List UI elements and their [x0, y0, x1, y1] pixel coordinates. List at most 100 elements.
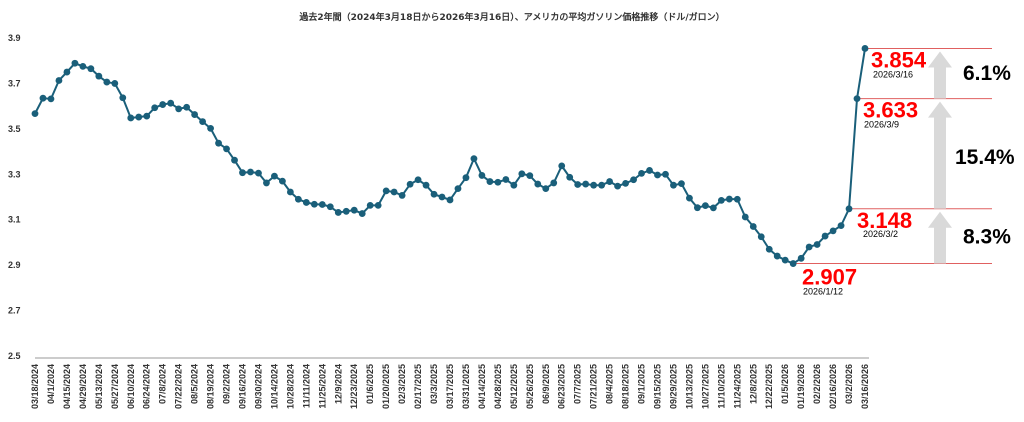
data-point [334, 209, 342, 216]
x-tick-label: 11/25/2024 [317, 364, 327, 409]
x-tick-label: 03/17/2025 [445, 364, 455, 409]
x-tick-label: 09/1/2025 [637, 364, 647, 404]
change-arrows: 6.1% 15.4% 8.3% [795, 47, 1015, 265]
x-tick-label: 02/17/2025 [413, 364, 423, 409]
data-point [414, 176, 422, 184]
series-line [34, 48, 866, 265]
data-point [143, 112, 151, 120]
data-point [494, 178, 502, 186]
data-point [135, 113, 143, 121]
data-point [430, 190, 438, 198]
x-tick-label: 04/15/2024 [62, 364, 72, 409]
data-point [462, 174, 470, 182]
data-point [694, 204, 701, 212]
data-point [701, 202, 709, 210]
data-point [582, 180, 590, 188]
data-point [63, 68, 71, 76]
x-tick-label: 10/14/2024 [269, 364, 279, 409]
data-point [566, 173, 574, 181]
data-point [47, 95, 55, 103]
data-point [813, 241, 821, 248]
x-tick-label: 06/9/2025 [541, 364, 551, 404]
data-point [175, 105, 183, 113]
x-tick-label: 04/1/2024 [46, 364, 56, 404]
data-point [310, 200, 318, 208]
x-tick-label: 01/6/2025 [365, 364, 375, 404]
data-point [478, 172, 486, 179]
data-point [342, 207, 350, 215]
y-tick-label: 3.1 [8, 215, 21, 225]
data-point [279, 177, 286, 185]
change-arrow [928, 101, 952, 209]
x-tick-label: 09/30/2024 [253, 364, 263, 409]
percent-change-label: 6.1% [963, 62, 1011, 85]
data-point [558, 162, 566, 170]
x-tick-label: 06/24/2024 [142, 364, 152, 409]
x-tick-label: 03/3/2025 [429, 364, 439, 404]
x-tick-label: 10/27/2025 [700, 364, 710, 409]
data-point [55, 77, 63, 84]
data-point [39, 94, 47, 102]
x-tick-label: 06/10/2024 [126, 364, 136, 409]
data-point [406, 180, 414, 188]
x-tick-label: 04/28/2025 [493, 364, 503, 409]
data-point [725, 195, 733, 203]
price-series [31, 45, 869, 267]
data-point [733, 195, 741, 203]
data-point [717, 197, 725, 204]
data-point [709, 204, 717, 212]
data-point [510, 181, 518, 189]
data-point [853, 95, 861, 103]
data-point [749, 223, 757, 230]
annotation-date: 2026/3/16 [873, 69, 913, 79]
data-point [358, 210, 366, 217]
data-point [271, 172, 278, 180]
x-tick-label: 12/9/2024 [333, 364, 343, 404]
x-tick-label: 05/13/2024 [94, 364, 104, 409]
data-point [95, 72, 103, 80]
data-point [438, 193, 446, 201]
data-point [614, 182, 621, 190]
annotation-date: 2026/3/9 [864, 120, 899, 130]
data-point [518, 170, 526, 178]
data-point [79, 62, 87, 70]
annotation-date: 2026/1/12 [803, 287, 843, 297]
data-point [470, 155, 478, 163]
data-point [845, 205, 853, 213]
annotation-value: 3.854 [871, 47, 927, 72]
data-point [374, 202, 382, 209]
x-tick-label: 08/5/2024 [190, 364, 200, 404]
x-tick-label: 10/13/2025 [684, 364, 694, 409]
x-tick-label: 05/26/2025 [525, 364, 535, 409]
data-point [765, 245, 773, 253]
y-tick-label: 3.9 [8, 33, 21, 43]
x-tick-label: 03/16/2026 [860, 364, 870, 409]
x-tick-label: 04/29/2024 [78, 364, 88, 409]
x-tick-label: 01/19/2026 [796, 364, 806, 409]
data-point [534, 180, 542, 188]
chart-title: 過去2年間（2024年3月18日から2026年3月16日）、アメリカの平均ガソリ… [298, 11, 724, 23]
data-point [318, 201, 326, 208]
x-tick-label: 05/12/2025 [509, 364, 519, 409]
data-point [678, 180, 685, 187]
data-point [662, 170, 669, 178]
data-point [630, 176, 637, 184]
x-tick-label: 04/14/2025 [477, 364, 487, 409]
x-tick-label: 11/10/2025 [716, 364, 726, 409]
x-tick-label: 05/27/2024 [110, 364, 120, 409]
data-point [326, 203, 334, 211]
data-point [231, 156, 238, 164]
x-tick-label: 02/16/2026 [828, 364, 838, 409]
y-tick-label: 3.3 [8, 169, 21, 179]
data-point [294, 195, 302, 203]
data-point [366, 202, 374, 209]
data-point [598, 181, 606, 189]
data-point [654, 171, 661, 179]
x-tick-label: 02/2/2026 [812, 364, 822, 404]
x-tick-label: 08/19/2024 [206, 364, 216, 409]
data-point [167, 99, 175, 107]
annotation-date: 2026/3/2 [863, 229, 898, 239]
data-point [31, 110, 39, 118]
